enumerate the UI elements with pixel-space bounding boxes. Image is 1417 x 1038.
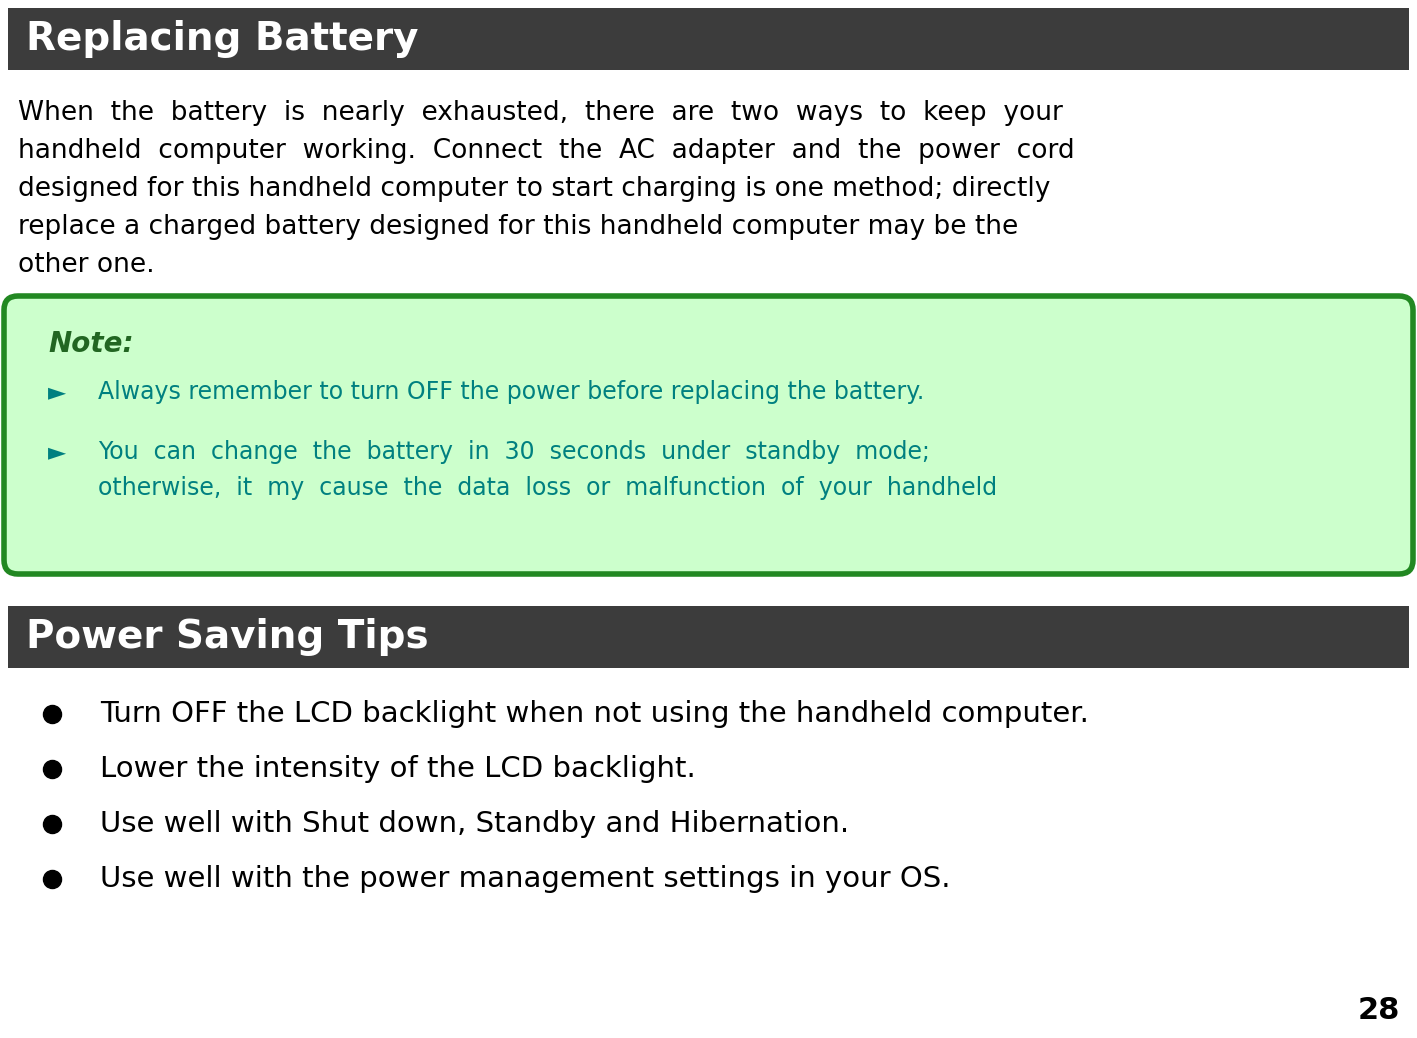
Text: ►: ► xyxy=(48,440,67,464)
Text: replace a charged battery designed for this handheld computer may be the: replace a charged battery designed for t… xyxy=(18,214,1019,240)
Text: ►: ► xyxy=(48,380,67,404)
Text: otherwise,  it  my  cause  the  data  loss  or  malfunction  of  your  handheld: otherwise, it my cause the data loss or … xyxy=(98,476,998,500)
Text: Lower the intensity of the LCD backlight.: Lower the intensity of the LCD backlight… xyxy=(101,755,696,783)
Text: Use well with Shut down, Standby and Hibernation.: Use well with Shut down, Standby and Hib… xyxy=(101,810,849,838)
Text: Replacing Battery: Replacing Battery xyxy=(26,20,418,58)
Text: Always remember to turn OFF the power before replacing the battery.: Always remember to turn OFF the power be… xyxy=(98,380,924,404)
Bar xyxy=(9,606,1408,668)
Text: Note:: Note: xyxy=(48,330,133,358)
Bar xyxy=(9,8,1408,70)
Text: Power Saving Tips: Power Saving Tips xyxy=(26,618,428,656)
Text: When  the  battery  is  nearly  exhausted,  there  are  two  ways  to  keep  you: When the battery is nearly exhausted, th… xyxy=(18,100,1063,126)
Text: 28: 28 xyxy=(1357,996,1400,1025)
FancyBboxPatch shape xyxy=(4,296,1413,574)
Text: You  can  change  the  battery  in  30  seconds  under  standby  mode;: You can change the battery in 30 seconds… xyxy=(98,440,930,464)
Text: handheld  computer  working.  Connect  the  AC  adapter  and  the  power  cord: handheld computer working. Connect the A… xyxy=(18,138,1074,164)
Text: other one.: other one. xyxy=(18,252,154,278)
Text: Use well with the power management settings in your OS.: Use well with the power management setti… xyxy=(101,865,951,893)
Text: designed for this handheld computer to start charging is one method; directly: designed for this handheld computer to s… xyxy=(18,176,1050,202)
Text: Turn OFF the LCD backlight when not using the handheld computer.: Turn OFF the LCD backlight when not usin… xyxy=(101,700,1088,728)
